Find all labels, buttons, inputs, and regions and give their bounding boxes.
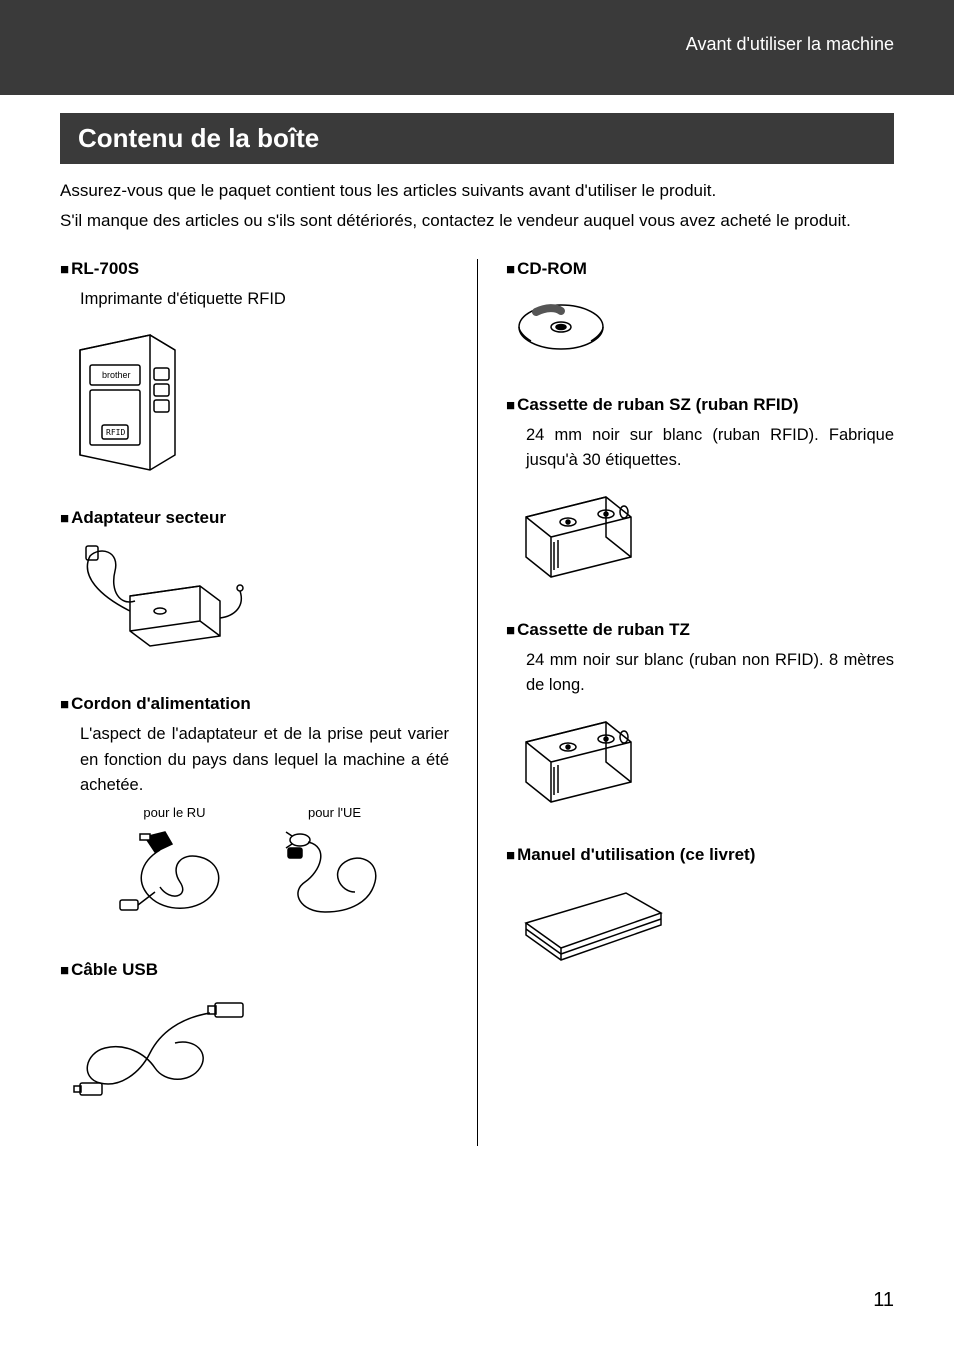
- bullet-icon: ■: [60, 962, 69, 979]
- item-desc: 24 mm noir sur blanc (ruban non RFID). 8…: [506, 648, 894, 699]
- item-usb-cable: ■Câble USB: [60, 960, 449, 1118]
- item-title-text: Adaptateur secteur: [71, 508, 226, 527]
- bullet-icon: ■: [506, 261, 515, 278]
- item-title-text: Manuel d'utilisation (ce livret): [517, 845, 755, 864]
- item-desc: L'aspect de l'adaptateur et de la prise …: [60, 722, 449, 799]
- item-title: ■Cassette de ruban TZ: [506, 620, 894, 640]
- cord-eu: pour l'UE: [270, 805, 400, 932]
- item-title: ■CD-ROM: [506, 259, 894, 279]
- cdrom-illustration: [506, 287, 894, 367]
- cord-illustrations: pour le RU pour l'UE: [60, 805, 449, 932]
- item-title: ■RL-700S: [60, 259, 449, 279]
- tz-cassette-illustration: [506, 707, 894, 817]
- item-tz-cassette: ■Cassette de ruban TZ 24 mm noir sur bla…: [506, 620, 894, 817]
- page-number: 11: [873, 1289, 894, 1312]
- intro-line-2: S'il manque des articles ou s'ils sont d…: [60, 208, 894, 234]
- header-text: Avant d'utiliser la machine: [686, 34, 894, 55]
- item-sz-cassette: ■Cassette de ruban SZ (ruban RFID) 24 mm…: [506, 395, 894, 592]
- item-manual: ■Manuel d'utilisation (ce livret): [506, 845, 894, 983]
- item-title: ■Cordon d'alimentation: [60, 694, 449, 714]
- item-desc: Imprimante d'étiquette RFID: [60, 287, 449, 313]
- item-power-cord: ■Cordon d'alimentation L'aspect de l'ada…: [60, 694, 449, 932]
- page-content: Contenu de la boîte Assurez-vous que le …: [0, 113, 954, 1146]
- bullet-icon: ■: [60, 696, 69, 713]
- printer-illustration: brother RFID: [60, 320, 449, 480]
- svg-text:RFID: RFID: [106, 428, 125, 437]
- adapter-illustration: [60, 536, 449, 666]
- bullet-icon: ■: [506, 397, 515, 414]
- item-title-text: Câble USB: [71, 960, 158, 979]
- item-title: ■Adaptateur secteur: [60, 508, 449, 528]
- item-ac-adapter: ■Adaptateur secteur: [60, 508, 449, 666]
- item-title-text: Cassette de ruban TZ: [517, 620, 690, 639]
- column-right: ■CD-ROM ■Cassette de: [477, 259, 894, 1146]
- item-title-text: Cordon d'alimentation: [71, 694, 251, 713]
- bullet-icon: ■: [506, 847, 515, 864]
- item-title: ■Manuel d'utilisation (ce livret): [506, 845, 894, 865]
- svg-text:brother: brother: [102, 370, 131, 380]
- usb-illustration: [60, 988, 449, 1118]
- item-rl700s: ■RL-700S Imprimante d'étiquette RFID bro…: [60, 259, 449, 481]
- item-title-text: RL-700S: [71, 259, 139, 278]
- sz-cassette-illustration: [506, 482, 894, 592]
- cord-label-eu: pour l'UE: [270, 805, 400, 820]
- intro-text: Assurez-vous que le paquet contient tous…: [60, 178, 894, 235]
- intro-line-1: Assurez-vous que le paquet contient tous…: [60, 178, 894, 204]
- column-left: ■RL-700S Imprimante d'étiquette RFID bro…: [60, 259, 477, 1146]
- section-title: Contenu de la boîte: [60, 113, 894, 164]
- item-title: ■Câble USB: [60, 960, 449, 980]
- item-title-text: Cassette de ruban SZ (ruban RFID): [517, 395, 798, 414]
- item-title: ■Cassette de ruban SZ (ruban RFID): [506, 395, 894, 415]
- bullet-icon: ■: [60, 261, 69, 278]
- cord-label-uk: pour le RU: [110, 805, 240, 820]
- header-band: Avant d'utiliser la machine: [0, 0, 954, 95]
- manual-illustration: [506, 873, 894, 983]
- cord-uk: pour le RU: [110, 805, 240, 932]
- bullet-icon: ■: [506, 622, 515, 639]
- bullet-icon: ■: [60, 510, 69, 527]
- item-title-text: CD-ROM: [517, 259, 587, 278]
- item-desc: 24 mm noir sur blanc (ruban RFID). Fabri…: [506, 423, 894, 474]
- item-cdrom: ■CD-ROM: [506, 259, 894, 367]
- columns: ■RL-700S Imprimante d'étiquette RFID bro…: [60, 259, 894, 1146]
